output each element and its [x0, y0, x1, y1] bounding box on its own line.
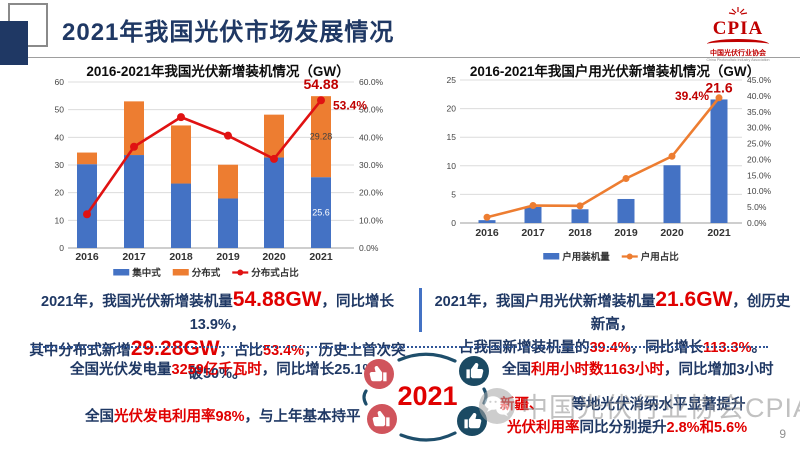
- left-summary-line1: 2021年，我国光伏新增装机量54.88GW，同比增长13.9%，: [41, 288, 394, 333]
- svg-text:2017: 2017: [521, 227, 545, 239]
- svg-text:分布式: 分布式: [192, 267, 221, 279]
- svg-text:0: 0: [59, 243, 64, 253]
- svg-text:50.0%: 50.0%: [359, 105, 384, 115]
- svg-text:45.0%: 45.0%: [747, 75, 772, 85]
- svg-text:40.0%: 40.0%: [359, 132, 384, 142]
- right-summary: 2021年，我国户用光伏新增装机量21.6GW，创历史新高， 占我国新增装机量的…: [430, 288, 795, 360]
- page-number: 9: [779, 427, 786, 441]
- svg-text:5: 5: [451, 189, 456, 199]
- svg-text:20: 20: [55, 188, 65, 198]
- cpia-logo-text: CPIA: [712, 18, 764, 39]
- svg-text:0: 0: [451, 218, 456, 228]
- svg-text:10.0%: 10.0%: [359, 215, 384, 225]
- svg-text:2020: 2020: [660, 227, 684, 239]
- svg-text:20.0%: 20.0%: [359, 188, 384, 198]
- svg-text:集中式: 集中式: [131, 267, 161, 279]
- left-chart-svg: 0 10 20 30 40 50 60 0.0% 10.0% 20.0% 30.0% 40.0% 50.…: [55, 76, 384, 279]
- stat-region-improvement: 光伏利用率同比分别提升2.8%和5.6%: [507, 420, 748, 436]
- svg-text:2018: 2018: [169, 251, 193, 263]
- summary-divider: [419, 288, 422, 332]
- left-chart-panel: 2016-2021年我国光伏新增装机情况（GW） 0 10 20 30 40 50 60 0.…: [22, 60, 414, 290]
- svg-text:0.0%: 0.0%: [747, 218, 767, 228]
- dashed-separator: [32, 346, 768, 348]
- svg-text:2021: 2021: [707, 227, 731, 239]
- svg-text:30: 30: [55, 160, 65, 170]
- svg-text:10: 10: [447, 161, 457, 171]
- svg-text:20: 20: [447, 104, 457, 114]
- svg-text:29.28: 29.28: [310, 132, 333, 142]
- sun-rays-icon: [728, 7, 748, 15]
- decor-square-navy: [0, 21, 28, 65]
- right-chart-title: 2016-2021年我国户用光伏新增装机情况（GW）: [469, 64, 761, 79]
- svg-text:21.6: 21.6: [705, 79, 732, 95]
- thumbs-up-icons: [364, 356, 489, 436]
- svg-text:60.0%: 60.0%: [359, 77, 384, 87]
- cpia-logo-arc: [707, 39, 769, 49]
- page-title: 2021年我国光伏市场发展情况: [62, 19, 395, 46]
- svg-text:0.0%: 0.0%: [359, 243, 379, 253]
- right-chart-svg: 0 5 10 15 20 25 0.0% 5.0% 10.0% 15.0% 20.0% 25.0% 30…: [447, 75, 772, 263]
- svg-text:25.6: 25.6: [312, 208, 330, 218]
- svg-text:户用占比: 户用占比: [640, 251, 680, 263]
- svg-text:2021: 2021: [309, 251, 333, 263]
- svg-text:50: 50: [55, 105, 65, 115]
- right-summary-line2: 占我国新增装机量的39.4%，同比增长113.3%。: [458, 340, 766, 356]
- svg-text:40.0%: 40.0%: [747, 91, 772, 101]
- svg-text:10.0%: 10.0%: [747, 186, 772, 196]
- right-summary-line1: 2021年，我国户用光伏新增装机量21.6GW，创历史新高，: [434, 288, 791, 333]
- stat-utilization-rate: 全国光伏发电利用率98%，与上年基本持平: [85, 409, 361, 425]
- svg-text:39.4%: 39.4%: [675, 89, 709, 103]
- svg-text:2020: 2020: [262, 251, 286, 263]
- svg-text:2016: 2016: [475, 227, 499, 239]
- svg-text:2019: 2019: [614, 227, 638, 239]
- header-divider: [0, 57, 800, 58]
- cpia-logo-org: 中国光伏行业协会: [710, 50, 766, 57]
- right-chart-panel: 2016-2021年我国户用光伏新增装机情况（GW） 0 5 10 15 20 25 0.0…: [432, 60, 798, 290]
- svg-text:20.0%: 20.0%: [747, 154, 772, 164]
- stat-hours: 全国利用小时数1163小时，同比增加3小时: [502, 362, 774, 378]
- stat-regions: 新疆、 等地光伏消纳水平显著提升: [500, 397, 746, 413]
- svg-text:35.0%: 35.0%: [747, 107, 772, 117]
- svg-text:54.88: 54.88: [303, 76, 338, 92]
- svg-text:2016: 2016: [75, 251, 99, 263]
- svg-text:30.0%: 30.0%: [747, 123, 772, 133]
- svg-text:53.4%: 53.4%: [333, 98, 367, 112]
- svg-text:2018: 2018: [568, 227, 592, 239]
- svg-text:40: 40: [55, 132, 65, 142]
- svg-text:2019: 2019: [216, 251, 240, 263]
- svg-text:25.0%: 25.0%: [747, 139, 772, 149]
- left-chart-title: 2016-2021年我国光伏新增装机情况（GW）: [86, 64, 350, 79]
- svg-text:10: 10: [55, 215, 65, 225]
- svg-text:15.0%: 15.0%: [747, 170, 772, 180]
- svg-text:分布式占比: 分布式占比: [251, 267, 299, 279]
- cpia-logo: CPIA 中国光伏行业协会 China Photovoltaic Industr…: [692, 3, 784, 62]
- svg-text:户用装机量: 户用装机量: [561, 251, 610, 263]
- svg-text:15: 15: [447, 132, 457, 142]
- svg-text:2017: 2017: [122, 251, 146, 263]
- svg-text:60: 60: [55, 77, 65, 87]
- svg-text:30.0%: 30.0%: [359, 160, 384, 170]
- cpia-logo-org-en: China Photovoltaic Industry Association: [706, 57, 770, 62]
- stat-generation: 全国光伏发电量3259亿千瓦时，同比增长25.1%: [70, 362, 376, 378]
- badge-year-label: 2021: [397, 381, 458, 411]
- svg-text:5.0%: 5.0%: [747, 202, 767, 212]
- svg-text:25: 25: [447, 75, 457, 85]
